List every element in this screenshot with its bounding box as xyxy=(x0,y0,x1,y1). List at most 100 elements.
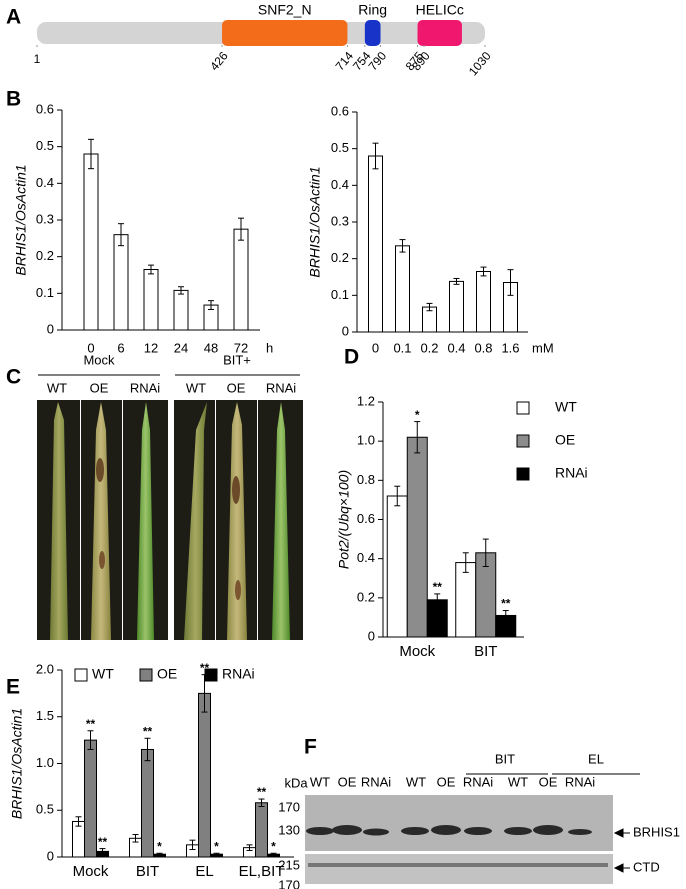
x-unit: h xyxy=(266,340,273,355)
x-tick-label: Mock xyxy=(399,643,435,660)
y-tick-label: 0.2 xyxy=(331,250,349,265)
y-tick-label: 0 xyxy=(47,848,54,863)
y-tick-label: 0 xyxy=(368,628,375,643)
lane-label: WT xyxy=(310,774,330,789)
legend-label: RNAi xyxy=(555,465,588,481)
lane-label: OE xyxy=(338,774,357,789)
panel-label: E xyxy=(6,676,20,699)
bar xyxy=(386,495,408,638)
y-tick-label: 0.5 xyxy=(36,138,54,153)
legend-label: WT xyxy=(555,399,577,415)
y-tick-label: 0.6 xyxy=(36,101,54,116)
x-tick-label: 72 xyxy=(234,340,248,355)
y-tick-label: 0.8 xyxy=(357,472,375,487)
bar xyxy=(395,245,410,333)
lane-label: RNAi xyxy=(463,774,493,789)
lane-label: OE xyxy=(539,774,558,789)
x-tick-label: 6 xyxy=(117,340,124,355)
x-tick-label: BIT xyxy=(474,643,497,660)
lane-label: RNAi xyxy=(565,774,595,789)
domain-label: Ring xyxy=(358,2,387,18)
x-tick-label: 426 xyxy=(207,49,231,74)
lane-label: WT xyxy=(186,380,206,395)
bar xyxy=(449,280,464,333)
x-tick-label: 24 xyxy=(174,340,188,355)
x-tick-label: 1 xyxy=(34,52,41,66)
x-tick-label: 1030 xyxy=(466,49,494,79)
lane-label: RNAi xyxy=(266,380,296,395)
legend-swatch xyxy=(516,401,530,415)
arrow xyxy=(613,863,630,873)
y-axis-label: Pot2/(Ubq×100) xyxy=(336,470,352,569)
significance: * xyxy=(415,408,420,422)
bar xyxy=(113,234,129,331)
band-label: BRHIS1 xyxy=(633,824,680,839)
bar xyxy=(173,289,189,331)
significance: ** xyxy=(501,597,511,611)
domain-label: HELICc xyxy=(416,2,464,18)
legend-swatch xyxy=(516,467,530,481)
arrow xyxy=(613,828,630,838)
bar xyxy=(143,269,159,331)
legend-swatch xyxy=(516,434,530,448)
marker-label: 170 xyxy=(278,799,300,814)
bar xyxy=(476,271,491,333)
group-label: BIT xyxy=(495,751,515,766)
x-tick-label: 1.6 xyxy=(501,340,519,355)
legend-label: OE xyxy=(555,432,575,448)
y-tick-label: 1.5 xyxy=(36,708,54,723)
bar xyxy=(72,820,85,858)
significance: ** xyxy=(98,835,108,849)
y-tick-label: 0.4 xyxy=(36,175,54,190)
domain xyxy=(364,20,381,46)
significance: ** xyxy=(200,661,210,675)
lane-label: RNAi xyxy=(361,774,391,789)
domain xyxy=(417,20,462,46)
x-tick-label: EL xyxy=(195,863,213,880)
x-unit: mM xyxy=(532,340,554,355)
significance: ** xyxy=(433,580,443,594)
significance: ** xyxy=(86,717,96,731)
panel-label: F xyxy=(304,736,317,759)
y-tick-label: 1.2 xyxy=(357,393,375,408)
group-label: BIT+ xyxy=(223,352,251,367)
y-axis-label: BRHIS1/OsActin1 xyxy=(9,708,25,819)
marker-label: 215 xyxy=(278,857,300,872)
y-tick-label: 0.1 xyxy=(331,287,349,302)
domain xyxy=(222,20,348,46)
bar xyxy=(84,739,97,858)
lane-label: WT xyxy=(47,380,67,395)
lane-label: OE xyxy=(227,380,246,395)
domain-label: SNF2_N xyxy=(258,2,312,18)
x-tick-label: 0 xyxy=(372,340,379,355)
bar xyxy=(83,153,99,331)
bar xyxy=(141,748,154,858)
bar xyxy=(406,436,428,638)
panel-label: C xyxy=(6,366,21,389)
x-tick-label: 0.1 xyxy=(393,340,411,355)
legend-label: RNAi xyxy=(222,666,255,682)
y-tick-label: 2.0 xyxy=(36,661,54,676)
y-tick-label: 0.6 xyxy=(331,103,349,118)
y-tick-label: 0.5 xyxy=(36,802,54,817)
y-tick-label: 0 xyxy=(342,323,349,338)
bar xyxy=(255,802,268,858)
legend-swatch xyxy=(139,668,153,682)
y-tick-label: 0 xyxy=(47,321,54,336)
marker-label: 130 xyxy=(278,822,300,837)
bar xyxy=(368,155,383,333)
significance: ** xyxy=(143,724,153,738)
y-tick-label: 1.0 xyxy=(357,433,375,448)
lane-label: OE xyxy=(90,380,109,395)
leaf-photos xyxy=(37,400,303,640)
x-tick-label: 0.4 xyxy=(447,340,465,355)
y-tick-label: 0.2 xyxy=(357,589,375,604)
significance: * xyxy=(157,839,162,853)
bar xyxy=(455,562,477,638)
group-label: EL xyxy=(588,751,604,766)
y-tick-label: 1.0 xyxy=(36,755,54,770)
x-tick-label: 12 xyxy=(144,340,158,355)
band-label: CTD xyxy=(633,859,660,874)
x-tick-label: BIT xyxy=(136,863,159,880)
legend-swatch xyxy=(74,668,88,682)
